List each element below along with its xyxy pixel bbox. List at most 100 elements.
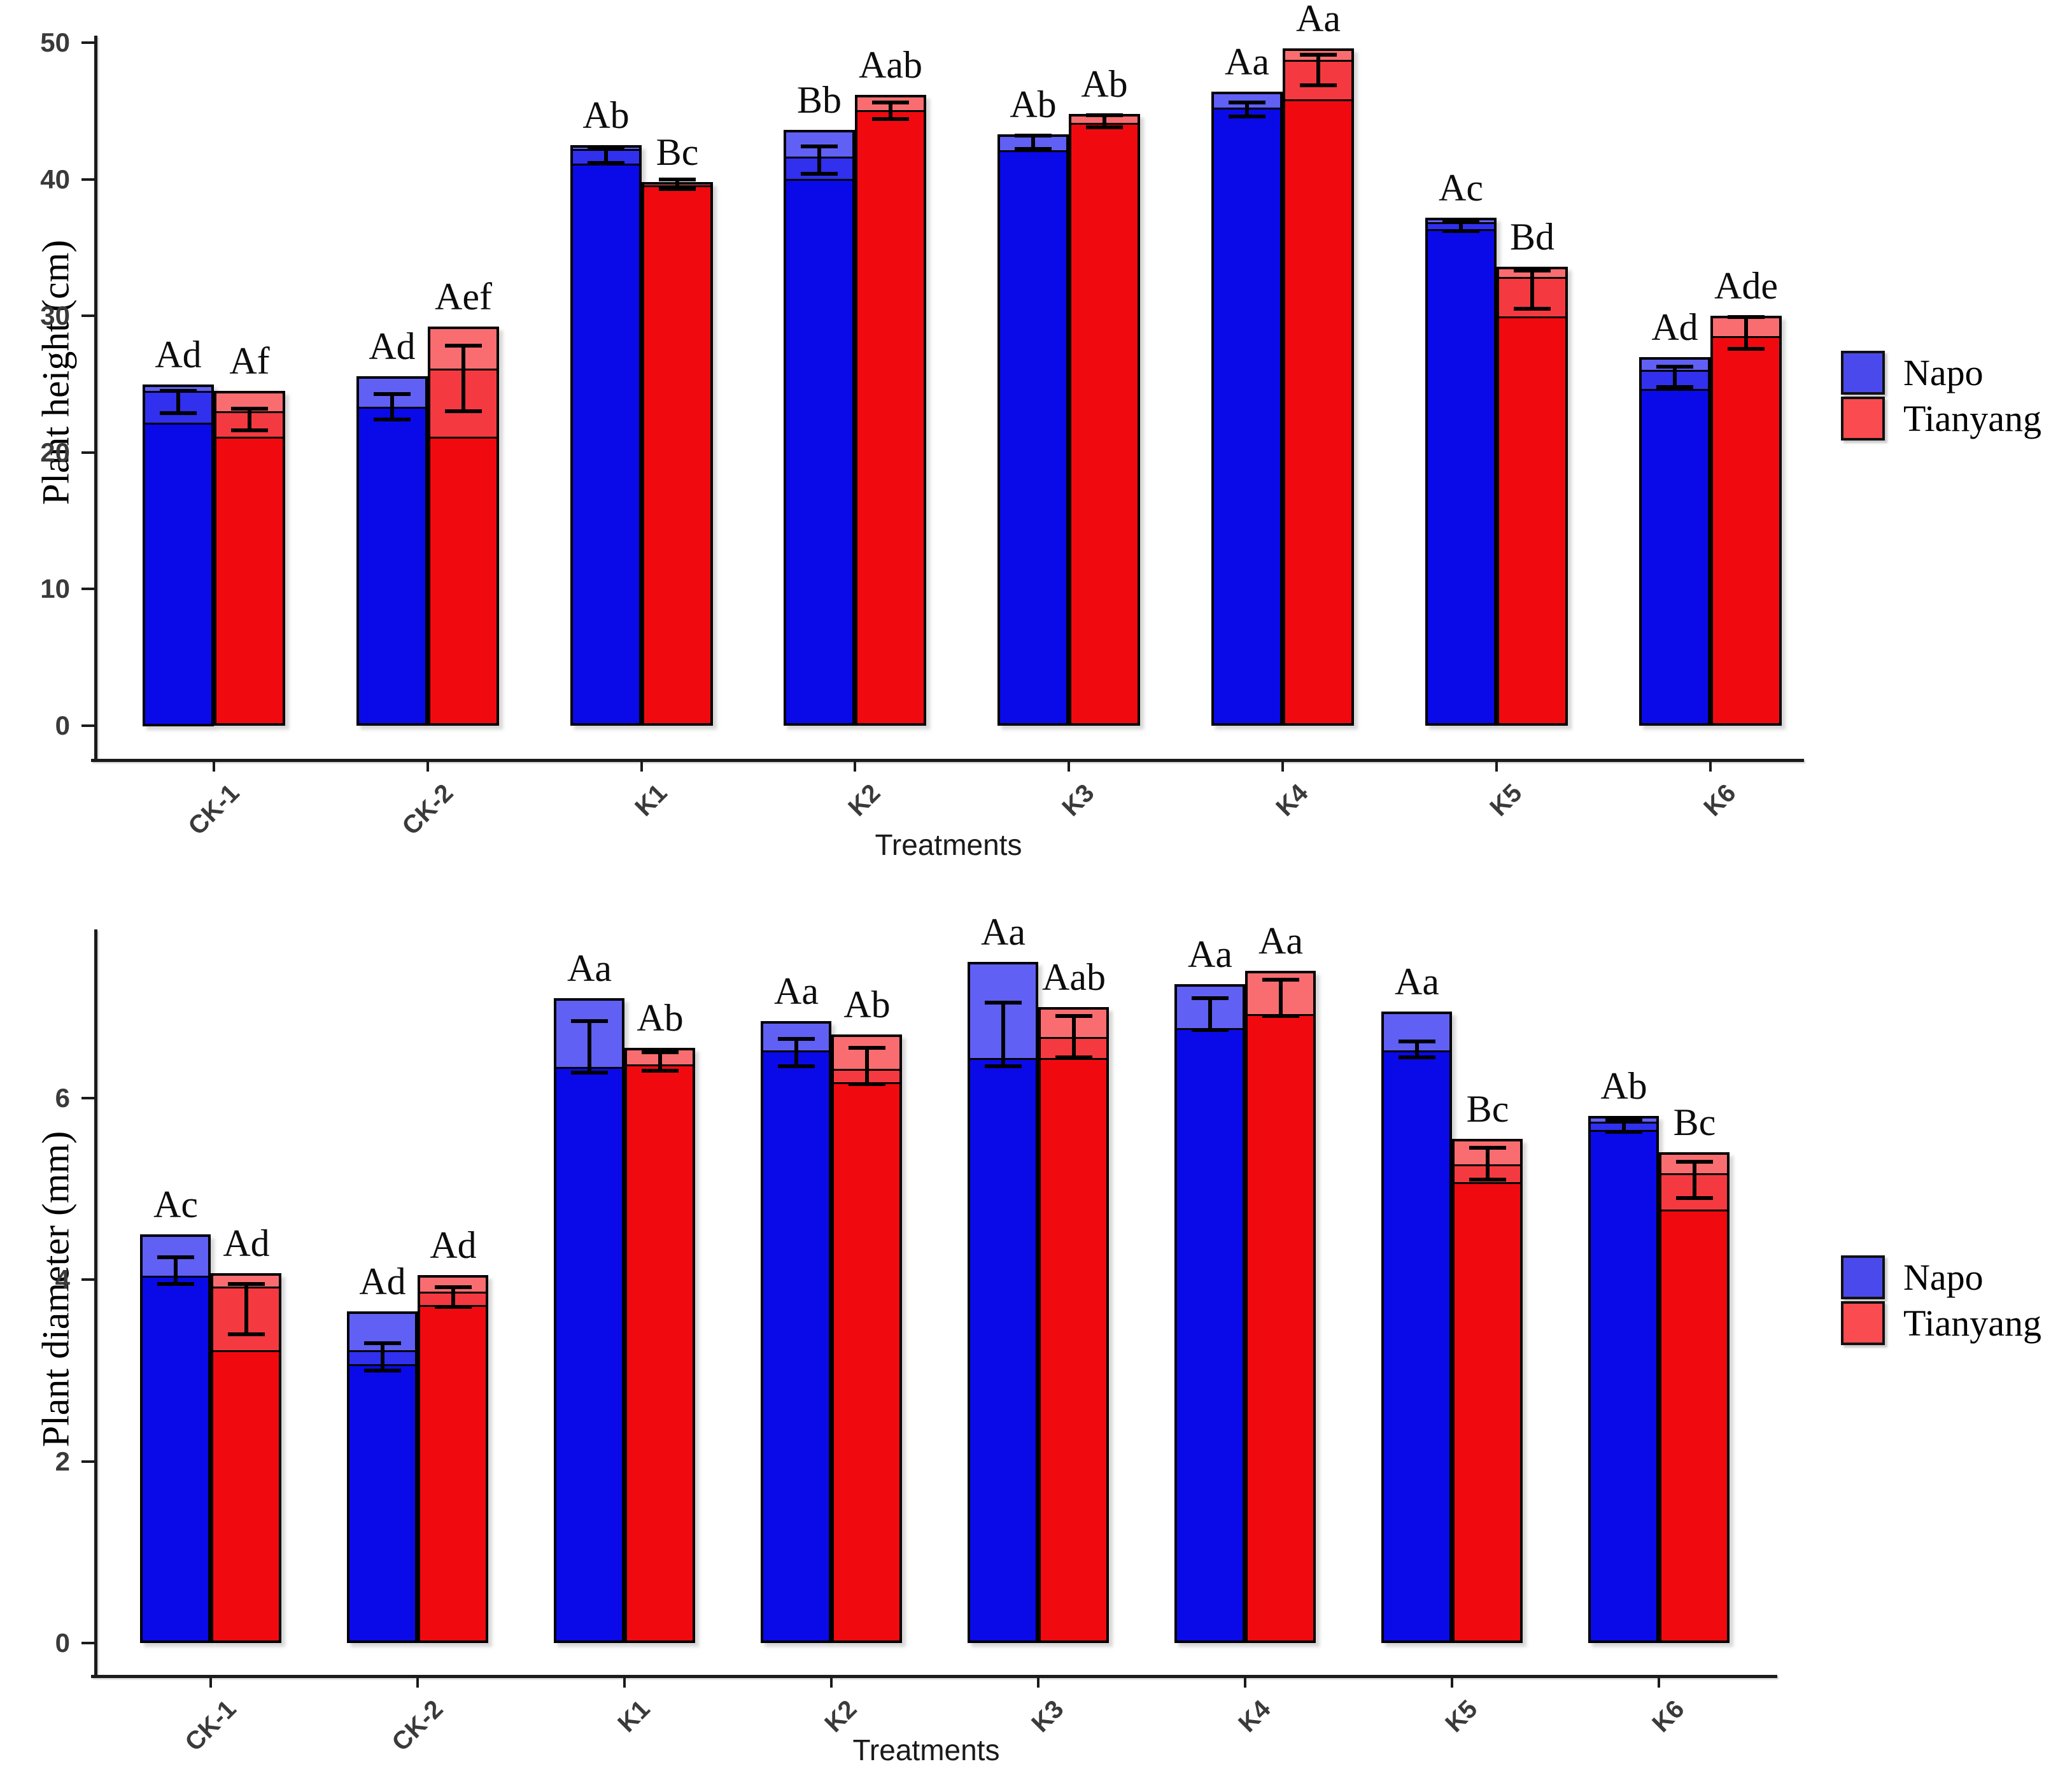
error-bar-cap-top bbox=[1055, 1014, 1092, 1018]
bar-tianyang-K4 bbox=[1245, 971, 1316, 1643]
bar-tianyang-K4 bbox=[1283, 48, 1354, 726]
y-tick-label-40: 40 bbox=[40, 164, 70, 194]
error-bar-cap-bottom bbox=[1469, 1178, 1506, 1182]
y-tick-label-4: 4 bbox=[55, 1264, 70, 1294]
x-tick-label-CK-2: CK-2 bbox=[386, 1695, 449, 1757]
sig-label-napo-K3: Ab bbox=[1010, 83, 1057, 125]
error-bar-cap-top bbox=[1605, 1118, 1642, 1122]
sig-label-napo-CK-2: Ad bbox=[359, 1260, 406, 1302]
error-bar-line bbox=[1279, 980, 1283, 1016]
x-tick-label-CK-1: CK-1 bbox=[180, 1695, 242, 1757]
sig-label-napo-K3: Aa bbox=[981, 911, 1025, 953]
bar-segment-main bbox=[216, 437, 283, 723]
bar-tianyang-K6 bbox=[1659, 1152, 1730, 1643]
y-tick-mark bbox=[81, 178, 94, 181]
bar-segment-main bbox=[1177, 1028, 1243, 1640]
bar-napo-K2 bbox=[784, 130, 855, 726]
bar-segment-main bbox=[1214, 108, 1280, 723]
error-bar-line bbox=[1415, 1041, 1419, 1057]
error-bar-line bbox=[658, 1052, 662, 1071]
sig-label-tianyang-CK-2: Ad bbox=[430, 1224, 477, 1266]
error-bar-cap-bottom bbox=[1442, 229, 1479, 233]
x-tick-mark bbox=[640, 761, 643, 772]
sig-label-tianyang-K5: Bd bbox=[1509, 216, 1555, 258]
error-bar-cap-top bbox=[231, 407, 268, 411]
y-axis-line bbox=[94, 36, 97, 760]
error-bar-cap-bottom bbox=[1514, 307, 1551, 311]
sig-label-tianyang-K2: Ab bbox=[843, 984, 891, 1026]
bar-napo-CK-1 bbox=[140, 1234, 211, 1643]
bar-napo-K6 bbox=[1639, 357, 1710, 726]
error-bar-line bbox=[588, 1021, 591, 1073]
error-bar-cap-top bbox=[571, 1019, 608, 1023]
error-bar-cap-top bbox=[985, 1001, 1022, 1005]
bar-segment-main bbox=[420, 1305, 486, 1640]
x-tick-mark bbox=[830, 1677, 833, 1688]
sig-label-napo-K1: Ab bbox=[582, 94, 630, 136]
error-bar-cap-top bbox=[1015, 134, 1052, 138]
bar-tianyang-K5 bbox=[1452, 1139, 1523, 1643]
bar-segment-main bbox=[763, 1050, 829, 1640]
sig-label-tianyang-K5: Bc bbox=[1466, 1088, 1509, 1130]
error-bar-line bbox=[381, 1343, 384, 1371]
y-tick-mark bbox=[81, 1097, 94, 1099]
error-bar-line bbox=[1103, 115, 1106, 127]
error-bar-line bbox=[390, 394, 394, 420]
y-tick-mark bbox=[81, 1642, 94, 1644]
error-bar-line bbox=[1072, 1016, 1076, 1057]
error-bar-cap-bottom bbox=[1676, 1196, 1713, 1200]
sig-label-napo-K6: Ab bbox=[1600, 1065, 1647, 1107]
legend-label-tianyang: Tianyang bbox=[1903, 1302, 2041, 1344]
error-bar-cap-top bbox=[778, 1037, 815, 1041]
error-bar-line bbox=[451, 1287, 455, 1307]
sig-label-napo-K4: Aa bbox=[1188, 933, 1232, 975]
y-axis-line bbox=[94, 929, 97, 1676]
sig-label-napo-CK-1: Ac bbox=[153, 1183, 198, 1225]
x-tick-mark bbox=[1495, 761, 1498, 772]
sig-label-tianyang-K6: Bc bbox=[1673, 1101, 1716, 1143]
sig-label-tianyang-K3: Ab bbox=[1081, 63, 1128, 105]
error-bar-line bbox=[889, 102, 892, 119]
x-tick-mark bbox=[209, 1677, 212, 1688]
legend-label-tianyang: Tianyang bbox=[1903, 398, 2041, 439]
bar-segment-main bbox=[1071, 123, 1138, 723]
sig-label-napo-K6: Ad bbox=[1651, 306, 1698, 348]
error-bar-cap-bottom bbox=[872, 117, 909, 121]
bar-segment-main bbox=[1642, 389, 1708, 723]
sig-label-tianyang-K4: Aa bbox=[1258, 920, 1303, 962]
bar-tianyang-K3 bbox=[1069, 114, 1140, 726]
error-bar-cap-top bbox=[435, 1285, 472, 1289]
error-bar-cap-bottom bbox=[1300, 83, 1337, 87]
error-bar-cap-top bbox=[160, 389, 197, 393]
sig-label-napo-CK-2: Ad bbox=[369, 325, 416, 367]
legend-swatch-napo bbox=[1841, 351, 1885, 395]
sig-label-napo-K5: Aa bbox=[1395, 961, 1439, 1003]
error-bar-line bbox=[1622, 1120, 1626, 1132]
sig-label-tianyang-K6: Ade bbox=[1714, 265, 1778, 307]
x-axis-title-treatments-top: Treatments bbox=[875, 828, 1022, 861]
bar-segment-main bbox=[349, 1364, 415, 1640]
bar-tianyang-CK-1 bbox=[211, 1273, 281, 1643]
sig-label-napo-K4: Aa bbox=[1225, 41, 1269, 83]
bar-tianyang-K3 bbox=[1038, 1007, 1109, 1643]
error-bar-line bbox=[244, 1284, 248, 1334]
error-bar-cap-top bbox=[872, 101, 909, 104]
y-tick-mark bbox=[81, 41, 94, 44]
error-bar-cap-bottom bbox=[1605, 1130, 1642, 1134]
bar-segment-main bbox=[644, 185, 710, 723]
error-bar-cap-top bbox=[364, 1341, 401, 1345]
error-bar-line bbox=[1245, 102, 1249, 116]
bar-segment-main bbox=[834, 1082, 899, 1640]
bar-segment-main bbox=[1713, 336, 1779, 723]
error-bar-cap-bottom bbox=[374, 418, 411, 421]
error-bar-cap-bottom bbox=[435, 1305, 472, 1309]
bar-segment-main bbox=[359, 407, 425, 723]
error-bar-line bbox=[462, 346, 465, 411]
error-bar-cap-top bbox=[588, 146, 624, 150]
error-bar-cap-top bbox=[801, 145, 838, 148]
error-bar-cap-top bbox=[1469, 1146, 1506, 1150]
y-tick-mark bbox=[81, 1460, 94, 1463]
bar-segment-main bbox=[213, 1350, 279, 1640]
error-bar-cap-top bbox=[1442, 220, 1479, 223]
